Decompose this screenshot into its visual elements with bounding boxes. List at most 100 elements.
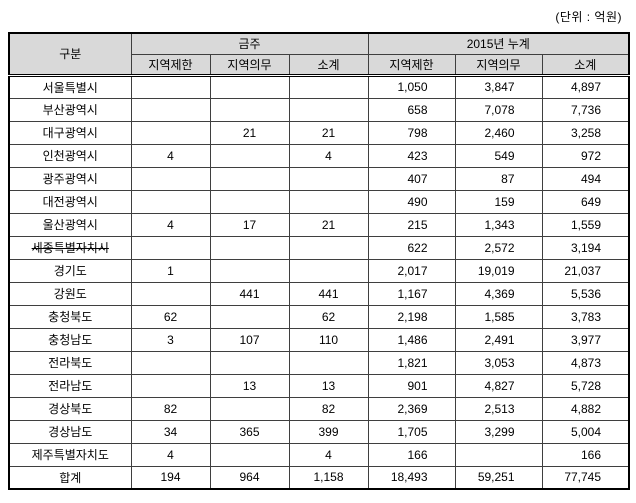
week-value-cell [130,120,211,145]
total-row: 합계 194 964 1,158 18,493 59,251 77,745 [8,465,630,490]
table-row: 서울특별시 1,050 3,847 4,897 [8,74,630,99]
cumulative-value-cell: 1,343 [454,212,543,237]
week-value-cell [209,143,290,168]
week-value-cell [209,396,290,421]
cumulative-value-cell: 407 [367,166,456,191]
cumulative-value-cell: 1,559 [541,212,630,237]
cumulative-value-cell: 798 [367,120,456,145]
week-value-cell: 3 [130,327,211,352]
table-row: 제주특별자치도 4 4 166 166 [8,442,630,467]
cumulative-value-cell: 5,536 [541,281,630,306]
cumulative-value-cell: 21,037 [541,258,630,283]
week-value-cell: 13 [209,373,290,398]
subheader-week-subtotal: 소계 [288,53,369,77]
cumulative-value-cell: 622 [367,235,456,260]
table-row: 경기도 1 2,017 19,019 21,037 [8,258,630,283]
cumulative-value-cell: 3,977 [541,327,630,352]
week-value-cell [130,350,211,375]
cumulative-value-cell: 18,493 [367,465,456,490]
header-gubun: 구분 [8,32,132,77]
week-value-cell [209,97,290,122]
week-value-cell: 17 [209,212,290,237]
week-value-cell [130,97,211,122]
week-value-cell: 82 [130,396,211,421]
week-value-cell: 62 [288,304,369,329]
week-value-cell: 1,158 [288,465,369,490]
week-value-cell: 1 [130,258,211,283]
week-value-cell [130,373,211,398]
cumulative-value-cell: 7,736 [541,97,630,122]
table-body: 서울특별시 1,050 3,847 4,897 부산광역시 658 7,078 7,736 대구… [8,74,630,490]
table-row: 충청남도 3 107 110 1,486 2,491 3,977 [8,327,630,352]
week-value-cell [288,235,369,260]
region-name-cell: 제주특별자치도 [8,442,132,467]
cumulative-value-cell: 1,821 [367,350,456,375]
week-value-cell [209,304,290,329]
cumulative-value-cell: 901 [367,373,456,398]
cumulative-value-cell: 2,198 [367,304,456,329]
subheader-cum-region-duty: 지역의무 [454,53,543,77]
unit-label: (단위 : 억원) [555,10,622,24]
cumulative-value-cell: 215 [367,212,456,237]
week-value-cell [209,442,290,467]
region-name-cell: 광주광역시 [8,166,132,191]
subheader-cum-region-limited: 지역제한 [367,53,456,77]
cumulative-value-cell: 494 [541,166,630,191]
table-row: 부산광역시 658 7,078 7,736 [8,97,630,122]
week-value-cell: 399 [288,419,369,444]
total-label-cell: 합계 [8,465,132,490]
week-value-cell [288,166,369,191]
cumulative-value-cell: 2,369 [367,396,456,421]
cumulative-value-cell: 19,019 [454,258,543,283]
week-value-cell: 107 [209,327,290,352]
table-header: 구분 금주 2015년 누계 지역제한 지역의무 소계 지역제한 지역의무 소계 [8,32,630,77]
table-row: 경상남도 34 365 399 1,705 3,299 5,004 [8,419,630,444]
cumulative-value-cell: 490 [367,189,456,214]
cumulative-value-cell: 2,017 [367,258,456,283]
table-row: 강원도 441 441 1,167 4,369 5,536 [8,281,630,306]
table-row: 대구광역시 21 21 798 2,460 3,258 [8,120,630,145]
cumulative-value-cell: 77,745 [541,465,630,490]
cumulative-value-cell: 3,258 [541,120,630,145]
region-name-cell: 전라북도 [8,350,132,375]
cumulative-value-cell: 5,004 [541,419,630,444]
region-name-cell: 서울특별시 [8,74,132,99]
week-value-cell [209,166,290,191]
week-value-cell: 34 [130,419,211,444]
region-name-cell: 대구광역시 [8,120,132,145]
subheader-week-region-duty: 지역의무 [209,53,290,77]
table-row: 세종특별자치시 622 2,572 3,194 [8,235,630,260]
week-value-cell: 4 [130,442,211,467]
cumulative-value-cell: 1,486 [367,327,456,352]
cumulative-value-cell: 159 [454,189,543,214]
week-value-cell [209,74,290,99]
cumulative-value-cell: 649 [541,189,630,214]
region-name-cell: 전라남도 [8,373,132,398]
table-row: 광주광역시 407 87 494 [8,166,630,191]
table-row: 인천광역시 4 4 423 549 972 [8,143,630,168]
cumulative-value-cell: 166 [367,442,456,467]
header-sub-row: 지역제한 지역의무 소계 지역제한 지역의무 소계 [9,53,630,77]
week-value-cell [130,281,211,306]
week-value-cell: 365 [209,419,290,444]
cumulative-value-cell: 3,847 [454,74,543,99]
cumulative-value-cell: 1,585 [454,304,543,329]
week-value-cell: 110 [288,327,369,352]
region-name-cell: 인천광역시 [8,143,132,168]
week-value-cell [288,258,369,283]
cumulative-value-cell: 59,251 [454,465,543,490]
cumulative-value-cell: 3,053 [454,350,543,375]
region-name-cell: 울산광역시 [8,212,132,237]
cumulative-value-cell: 972 [541,143,630,168]
table-row: 전라북도 1,821 3,053 4,873 [8,350,630,375]
week-value-cell: 4 [130,143,211,168]
region-name-cell: 경상남도 [8,419,132,444]
cumulative-value-cell: 1,705 [367,419,456,444]
week-value-cell [209,350,290,375]
cumulative-value-cell: 3,783 [541,304,630,329]
week-value-cell: 964 [209,465,290,490]
cumulative-value-cell: 2,491 [454,327,543,352]
week-value-cell [288,74,369,99]
week-value-cell: 4 [288,143,369,168]
table-row: 충청북도 62 62 2,198 1,585 3,783 [8,304,630,329]
